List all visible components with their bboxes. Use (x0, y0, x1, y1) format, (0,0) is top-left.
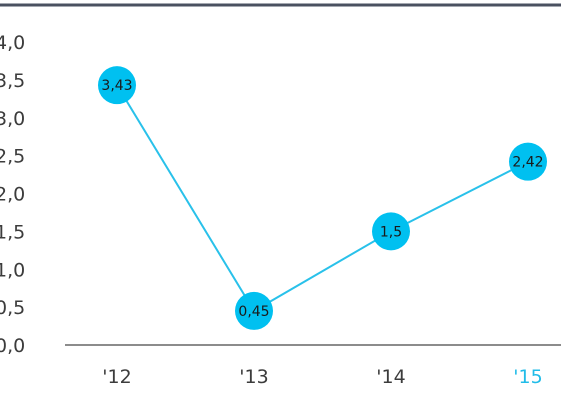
y-tick-label: 1,0 (0, 259, 25, 281)
x-tick-label: '12 (102, 366, 131, 388)
data-label: 0,45 (238, 304, 269, 320)
x-tick-label: '14 (376, 366, 405, 388)
y-tick-label: 4,0 (0, 32, 25, 54)
data-point-marker (98, 66, 136, 105)
y-tick-label: 1,5 (0, 221, 25, 243)
x-axis-ticks: '12 '13 '14 '15 (102, 366, 542, 388)
series-line (116, 84, 529, 313)
y-axis-ticks: 0,0 0,5 1,0 1,5 2,0 2,5 3,0 3,5 4,0 (0, 32, 25, 357)
y-tick-label: 0,5 (0, 297, 25, 319)
data-markers: 3,43 0,45 1,5 2,42 (98, 66, 547, 330)
y-tick-label: 3,0 (0, 108, 25, 130)
x-tick-label: '13 (239, 366, 268, 388)
data-point-marker (235, 291, 273, 330)
data-label: 2,42 (512, 155, 543, 171)
data-point-marker (509, 142, 547, 181)
y-tick-label: 2,0 (0, 184, 25, 206)
data-point-marker (372, 212, 410, 251)
y-tick-label: 0,0 (0, 335, 25, 357)
data-label: 3,43 (101, 78, 132, 94)
y-tick-label: 3,5 (0, 70, 25, 92)
data-label: 1,5 (380, 224, 402, 240)
x-tick-label: '15 (513, 366, 542, 388)
y-tick-label: 2,5 (0, 146, 25, 168)
